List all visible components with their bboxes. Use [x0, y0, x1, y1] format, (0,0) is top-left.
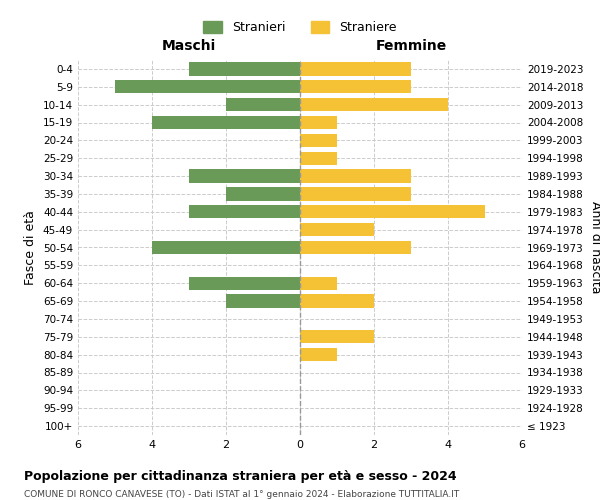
Bar: [300, 205, 485, 218]
Bar: [152, 241, 300, 254]
Bar: [300, 241, 411, 254]
Bar: [300, 152, 337, 165]
Bar: [300, 276, 337, 290]
Bar: [300, 62, 411, 76]
Bar: [189, 205, 300, 218]
Bar: [300, 134, 337, 147]
Bar: [189, 170, 300, 183]
Bar: [189, 62, 300, 76]
Bar: [300, 170, 411, 183]
Bar: [115, 80, 300, 94]
Bar: [226, 98, 300, 112]
Bar: [152, 116, 300, 129]
Bar: [226, 187, 300, 200]
Text: COMUNE DI RONCO CANAVESE (TO) - Dati ISTAT al 1° gennaio 2024 - Elaborazione TUT: COMUNE DI RONCO CANAVESE (TO) - Dati IST…: [24, 490, 459, 499]
Y-axis label: Fasce di età: Fasce di età: [25, 210, 37, 285]
Bar: [300, 348, 337, 362]
Bar: [300, 223, 374, 236]
Bar: [300, 98, 448, 112]
Bar: [300, 330, 374, 344]
Bar: [300, 80, 411, 94]
Text: Popolazione per cittadinanza straniera per età e sesso - 2024: Popolazione per cittadinanza straniera p…: [24, 470, 457, 483]
Text: Maschi: Maschi: [162, 39, 216, 53]
Text: Femmine: Femmine: [376, 39, 446, 53]
Bar: [300, 187, 411, 200]
Bar: [300, 116, 337, 129]
Bar: [300, 294, 374, 308]
Legend: Stranieri, Straniere: Stranieri, Straniere: [199, 18, 401, 38]
Bar: [189, 276, 300, 290]
Bar: [226, 294, 300, 308]
Y-axis label: Anni di nascita: Anni di nascita: [589, 201, 600, 294]
